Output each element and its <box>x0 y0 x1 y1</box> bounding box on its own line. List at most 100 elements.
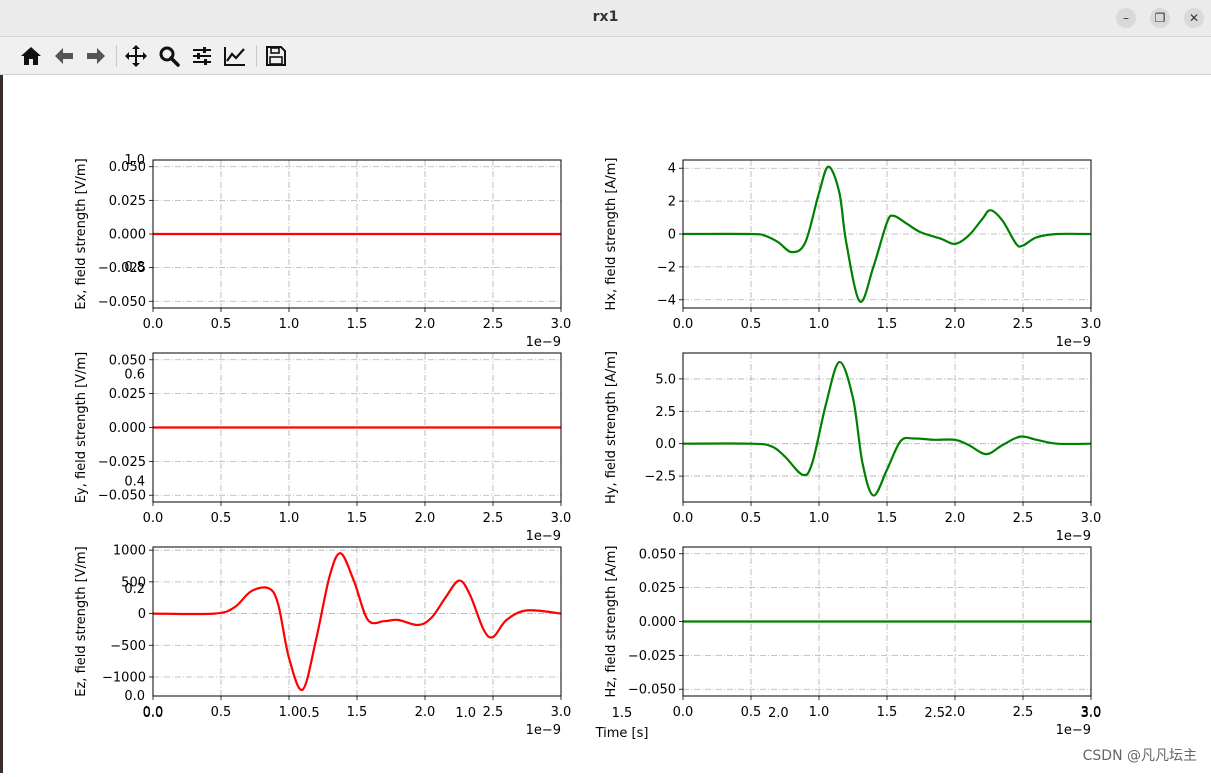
y-tick-label: −0.050 <box>628 683 676 698</box>
x-tick-label: 3.0 <box>1081 317 1102 332</box>
ghost-xtick-label: 0.0 <box>143 706 164 721</box>
maximize-button[interactable]: ❐ <box>1150 8 1170 28</box>
configure-subplots-icon[interactable] <box>189 43 215 69</box>
y-tick-label: 0.025 <box>639 581 676 596</box>
watermark: CSDN @凡凡坛主 <box>1082 748 1197 764</box>
subplot-hz: 0.0 0.5 1.0 1.5 2.0 2.5 3.00.0500.0250.000−0.0… <box>604 545 1101 738</box>
x-tick-label: 3.0 <box>551 511 572 526</box>
figure-svg: 1.00.80.60.40.20.00.0 0.5 1.0 1.5 2.0 2.5 3.0 … <box>74 153 1101 741</box>
x-tick-label: 3.0 <box>551 317 572 332</box>
x-tick-label: 1.5 <box>877 511 898 526</box>
window-title: rx1 <box>592 9 619 25</box>
y-tick-label: 4 <box>668 162 676 177</box>
ghost-ytick-label: 1.0 <box>124 153 145 168</box>
ghost-xtick-label: 3.0 <box>1081 706 1102 721</box>
axes-frame-hx <box>682 159 1092 309</box>
x-offset-text: 1e−9 <box>526 723 561 738</box>
home-icon[interactable] <box>18 43 44 69</box>
figure-canvas[interactable]: 1.0 0.8 0.6 0.4 0.2 0.0 0.0 0.5 1.0 1.5 2.0 2.5 3.0 … <box>0 75 1211 773</box>
x-tick-label: 0.0 <box>673 705 694 720</box>
x-tick-label: 2.0 <box>945 317 966 332</box>
shared-x-axis-label: Time [s] <box>595 726 649 741</box>
x-tick-label: 3.0 <box>551 705 572 720</box>
title-bar: rx1 – ❐ ✕ <box>0 0 1211 37</box>
x-tick-label: 0.5 <box>211 705 232 720</box>
x-tick-label: 3.0 <box>1081 705 1102 720</box>
x-tick-label: 0.0 <box>673 511 694 526</box>
x-tick-label: 1.0 <box>809 705 830 720</box>
x-tick-label: 2.0 <box>415 317 436 332</box>
x-tick-label: 2.5 <box>483 317 504 332</box>
y-tick-label: 0.000 <box>639 615 676 630</box>
ghost-ytick-label: 0.8 <box>124 260 145 275</box>
subplots: 0.0 0.5 1.0 1.5 2.0 2.5 3.0 0.050 0.025 0.000 −0.0… <box>74 158 1101 738</box>
y-tick-label: −2.5 <box>644 470 676 485</box>
close-button[interactable]: ✕ <box>1184 8 1204 28</box>
edit-axis-icon[interactable] <box>222 43 248 69</box>
toolbar-separator <box>256 45 257 67</box>
x-tick-label: 2.0 <box>415 511 436 526</box>
y-tick-label: −0.050 <box>98 489 146 504</box>
x-tick-label: 2.0 <box>945 511 966 526</box>
y-tick-label: −500 <box>110 639 146 654</box>
y-axis-label: Hz, field strength [A/m] <box>604 545 619 697</box>
x-tick-label: 0.5 <box>211 511 232 526</box>
y-tick-label: 500 <box>121 575 146 590</box>
x-offset-text: 1e−9 <box>1056 723 1091 738</box>
x-tick-label: 2.5 <box>1013 511 1034 526</box>
x-offset-text: 1e−9 <box>526 335 561 350</box>
axes-frame-hy <box>682 352 1092 503</box>
axes-frame-ez <box>152 546 562 697</box>
pan-icon[interactable] <box>123 43 149 69</box>
x-tick-label: 2.0 <box>415 705 436 720</box>
y-tick-label: 0.025 <box>109 387 146 402</box>
toolbar-separator <box>116 45 117 67</box>
x-tick-label: 1.5 <box>347 511 368 526</box>
y-tick-label: 1000 <box>113 544 146 559</box>
x-tick-label: 0.5 <box>741 511 762 526</box>
series-line-hx <box>682 165 1092 303</box>
x-offset-text: 1e−9 <box>1056 335 1091 350</box>
save-icon[interactable] <box>263 43 289 69</box>
x-tick-label: 0.0 <box>143 705 164 720</box>
x-tick-label: 2.5 <box>1013 705 1034 720</box>
y-tick-label: 0.050 <box>109 160 146 175</box>
window-left-edge <box>0 0 3 773</box>
x-tick-label: 2.0 <box>945 705 966 720</box>
subplot-ex: 0.0 0.5 1.0 1.5 2.0 2.5 3.0 0.050 0.025 0.000 −0.0… <box>74 158 571 350</box>
x-tick-label: 0.0 <box>143 317 164 332</box>
y-tick-label: 5.0 <box>655 372 676 387</box>
navigation-toolbar <box>0 37 1211 75</box>
ghost-xtick-label: 0.5 <box>299 706 320 721</box>
x-tick-label: 1.0 <box>809 317 830 332</box>
x-tick-label: 2.5 <box>1013 317 1034 332</box>
y-axis-label: Hy, field strength [A/m] <box>604 351 619 504</box>
minimize-button[interactable]: – <box>1116 8 1136 28</box>
subplot-ey: 0.0 0.5 1.0 1.5 2.0 2.5 3.0 0.050 0.025 0.000 −0.0… <box>74 352 571 544</box>
x-tick-label: 2.5 <box>483 705 504 720</box>
y-tick-label: 0.000 <box>109 421 146 436</box>
back-icon[interactable] <box>51 43 77 69</box>
ghost-ytick-label: 0.0 <box>124 689 145 704</box>
x-tick-label: 1.0 <box>809 511 830 526</box>
y-tick-label: 2.5 <box>655 405 676 420</box>
y-tick-label: −4 <box>657 293 676 308</box>
forward-icon[interactable] <box>83 43 109 69</box>
x-tick-label: 1.0 <box>279 317 300 332</box>
y-tick-label: 2 <box>668 195 676 210</box>
subplot-hy: 0.0 0.5 1.0 1.5 2.0 2.5 3.0 5.0 2.5 0.0 −2.5 1e−9 Hy… <box>604 351 1101 544</box>
x-tick-label: 3.0 <box>1081 511 1102 526</box>
y-tick-label: −1000 <box>102 670 146 685</box>
y-tick-label: −0.050 <box>98 295 146 310</box>
x-tick-label: 1.0 <box>279 511 300 526</box>
ghost-xtick-label: 2.0 <box>768 706 789 721</box>
y-tick-label: 0 <box>668 228 676 243</box>
x-tick-label: 0.0 <box>143 511 164 526</box>
x-offset-text: 1e−9 <box>1056 529 1091 544</box>
zoom-icon[interactable] <box>156 43 182 69</box>
y-tick-label: −0.025 <box>98 455 146 470</box>
axes-frame-ey <box>152 352 562 503</box>
x-tick-label: 1.5 <box>877 317 898 332</box>
axes-frame-ex <box>152 159 562 309</box>
ghost-axes: 1.00.80.60.40.20.00.0 0.5 1.0 1.5 2.0 2.5 3.0 <box>124 153 1101 721</box>
